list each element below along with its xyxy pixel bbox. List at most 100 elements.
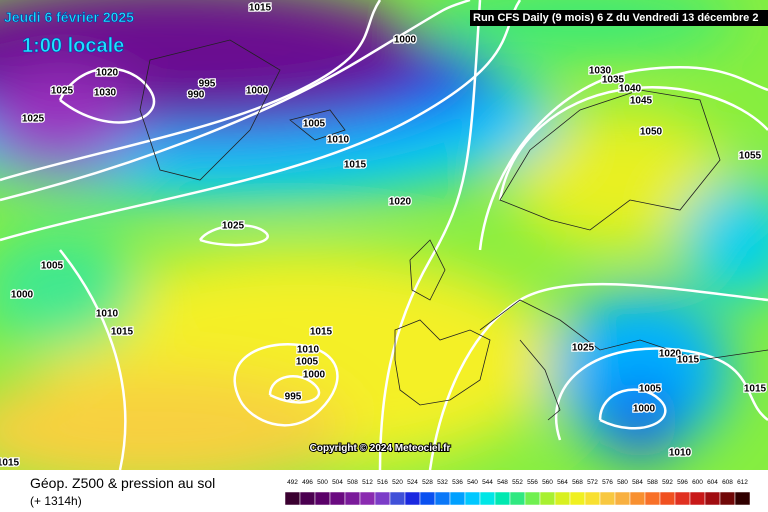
scale-swatch bbox=[479, 491, 496, 506]
scale-label: 600 bbox=[692, 479, 703, 486]
isobar-label: 1040 bbox=[619, 84, 642, 95]
scale-swatch bbox=[599, 491, 616, 506]
isobar-label: 1015 bbox=[677, 355, 700, 366]
footer-lead: (+ 1314h) bbox=[30, 494, 82, 508]
scale-swatch bbox=[329, 491, 346, 506]
scale-label: 568 bbox=[572, 479, 583, 486]
isobar-label: 1005 bbox=[296, 357, 319, 368]
isobar-label: 1005 bbox=[303, 119, 326, 130]
scale-swatch bbox=[629, 491, 646, 506]
isobar-label: 1020 bbox=[659, 349, 682, 360]
run-info: Run CFS Daily (9 mois) 6 Z du Vendredi 1… bbox=[473, 12, 758, 24]
isobar-label: 1030 bbox=[589, 66, 612, 77]
footer-title: Géop. Z500 & pression au sol bbox=[30, 475, 215, 491]
scale-swatch bbox=[464, 491, 481, 506]
isobar-label: 1050 bbox=[640, 127, 663, 138]
scale-swatch bbox=[419, 491, 436, 506]
scale-swatch bbox=[569, 491, 586, 506]
scale-label: 612 bbox=[737, 479, 748, 486]
scale-label: 512 bbox=[362, 479, 373, 486]
scale-swatch bbox=[284, 491, 301, 506]
scale-label: 560 bbox=[542, 479, 553, 486]
scale-label: 492 bbox=[287, 479, 298, 486]
scale-label: 552 bbox=[512, 479, 523, 486]
isobar-label: 1005 bbox=[639, 384, 662, 395]
isobar-label: 1015 bbox=[0, 458, 20, 469]
scale-label: 584 bbox=[632, 479, 643, 486]
isobar-label: 1025 bbox=[222, 221, 245, 232]
scale-swatch bbox=[509, 491, 526, 506]
isobar-label: 1020 bbox=[389, 197, 412, 208]
scale-swatch bbox=[524, 491, 541, 506]
scale-label: 604 bbox=[707, 479, 718, 486]
isobar-label: 1020 bbox=[96, 68, 119, 79]
isobar-label: 1000 bbox=[11, 290, 34, 301]
scale-swatch bbox=[494, 491, 511, 506]
color-scale: 492 496 500 504 508 512 516 520 524 528 532 536 540 5… bbox=[284, 479, 751, 506]
scale-swatch bbox=[704, 491, 721, 506]
scale-label: 576 bbox=[602, 479, 613, 486]
scale-label: 500 bbox=[317, 479, 328, 486]
scale-label: 504 bbox=[332, 479, 343, 486]
isobar-label: 1015 bbox=[111, 327, 134, 338]
scale-swatch bbox=[734, 491, 751, 506]
scale-swatch bbox=[689, 491, 706, 506]
isobar-label: 1010 bbox=[327, 135, 350, 146]
isobar-label: 1045 bbox=[630, 96, 653, 107]
scale-label: 540 bbox=[467, 479, 478, 486]
isobar-label: 1015 bbox=[744, 384, 767, 395]
contours bbox=[0, 0, 768, 471]
isobar-label: 1010 bbox=[96, 309, 119, 320]
scale-swatch bbox=[299, 491, 316, 506]
isobar-label: 995 bbox=[199, 79, 216, 90]
coastlines bbox=[139, 39, 768, 421]
scale-label: 588 bbox=[647, 479, 658, 486]
scale-label: 556 bbox=[527, 479, 538, 486]
isobar-label: 1025 bbox=[572, 343, 595, 354]
isobar-label: 1030 bbox=[94, 88, 117, 99]
forecast-time: 1:00 locale bbox=[22, 35, 124, 57]
isobar-label: 995 bbox=[285, 392, 302, 403]
scale-label: 508 bbox=[347, 479, 358, 486]
scale-label: 544 bbox=[482, 479, 493, 486]
isobar-label: 1025 bbox=[22, 114, 45, 125]
scale-swatch bbox=[659, 491, 676, 506]
scale-swatch bbox=[344, 491, 361, 506]
scale-label: 608 bbox=[722, 479, 733, 486]
scale-swatch bbox=[314, 491, 331, 506]
isobar-label: 1000 bbox=[303, 370, 326, 381]
scale-label: 528 bbox=[422, 479, 433, 486]
isobar-label: 1010 bbox=[297, 345, 320, 356]
isobar-label: 1015 bbox=[310, 327, 333, 338]
run-banner bbox=[470, 10, 768, 26]
scale-swatch bbox=[719, 491, 736, 506]
scale-swatch bbox=[404, 491, 421, 506]
isobar-label: 1055 bbox=[739, 151, 762, 162]
isobar-label: 1000 bbox=[633, 404, 656, 415]
scale-swatch bbox=[539, 491, 556, 506]
scale-label: 516 bbox=[377, 479, 388, 486]
isobar-label: 1035 bbox=[602, 75, 625, 86]
scale-label: 548 bbox=[497, 479, 508, 486]
scale-swatch bbox=[374, 491, 391, 506]
scale-label: 592 bbox=[662, 479, 673, 486]
isobar-label: 1010 bbox=[669, 448, 692, 459]
scale-swatch bbox=[584, 491, 601, 506]
isobar-label: 1025 bbox=[51, 86, 74, 97]
scale-swatch bbox=[674, 491, 691, 506]
scale-label: 572 bbox=[587, 479, 598, 486]
scale-label: 536 bbox=[452, 479, 463, 486]
scale-label: 564 bbox=[557, 479, 568, 486]
scale-label: 496 bbox=[302, 479, 313, 486]
scale-swatch bbox=[644, 491, 661, 506]
scale-swatch bbox=[359, 491, 376, 506]
scale-label: 580 bbox=[617, 479, 628, 486]
isobar-label: 990 bbox=[188, 90, 205, 101]
scale-swatch bbox=[614, 491, 631, 506]
scale-label: 596 bbox=[677, 479, 688, 486]
isobar-label: 1000 bbox=[246, 86, 269, 97]
isobar-label: 1000 bbox=[394, 35, 417, 46]
